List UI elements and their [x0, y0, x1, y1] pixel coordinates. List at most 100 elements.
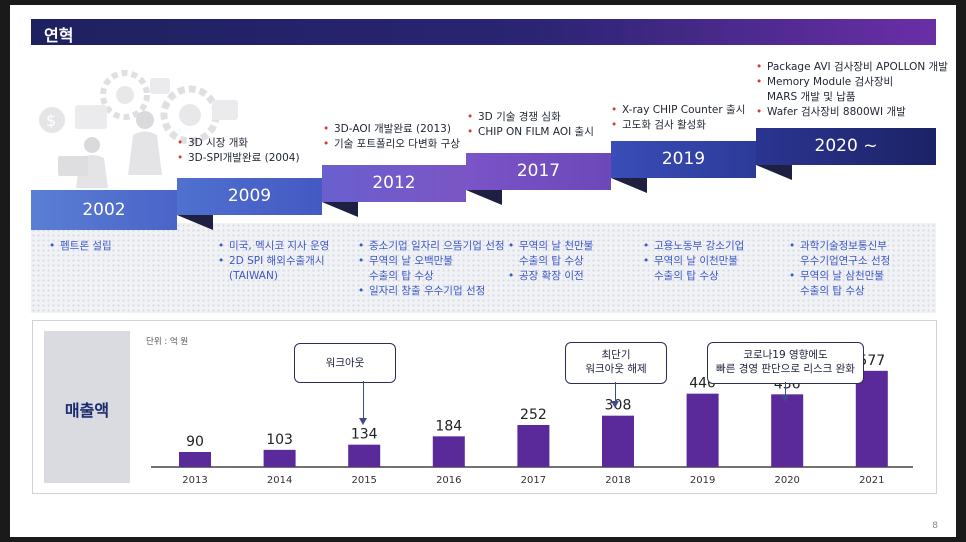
achievement-item: • 미국, 멕시코 지사 운영 — [218, 240, 330, 252]
arrow-down-icon — [781, 395, 789, 402]
step-shadow — [756, 165, 792, 180]
revenue-label-box: 매출액 — [44, 331, 130, 483]
step-year: 2009 — [227, 186, 272, 206]
achievement-item: • 무역의 날 삼천만불 — [789, 270, 884, 282]
step-year: 2002 — [82, 200, 126, 220]
revenue-label: 매출액 — [64, 401, 110, 420]
bar-value-label: 577 — [858, 353, 885, 369]
achievement-item: • 과학기술정보통신부 — [789, 240, 887, 252]
milestone-list: • Package AVI 검사장비 APOLLON 개발 • Memory Mod… — [756, 60, 948, 120]
svg-text:$: $ — [46, 111, 56, 130]
x-tick-label: 2018 — [605, 475, 630, 486]
achievement-item: • 공장 확장 이전 — [508, 270, 584, 282]
x-tick-label: 2013 — [182, 475, 207, 486]
milestone-item: • Package AVI 검사장비 APOLLON 개발 — [756, 61, 948, 73]
timeline-step-2019: 2019 — [611, 141, 756, 178]
achievement-list: • 무역의 날 천만불 수출의 탑 수상 • 공장 확장 이전 — [508, 239, 593, 284]
x-tick-label: 2020 — [774, 475, 799, 486]
step-shadow — [466, 190, 502, 205]
achievement-item: • 무역의 날 오백만불 — [358, 255, 453, 267]
business-illustration-icon: $ — [39, 70, 238, 188]
achievement-item: • 2D SPI 해외수출개시 — [218, 255, 325, 267]
x-tick-label: 2019 — [690, 475, 715, 486]
callout-arrow — [615, 382, 616, 404]
x-tick-label: 2021 — [859, 475, 884, 486]
timeline-step-2012: 2012 — [322, 165, 466, 202]
achievement-item: 수출의 탑 수상 — [800, 285, 865, 297]
milestone-item: • 3D 기술 경쟁 심화 — [467, 111, 561, 123]
achievement-item: • 고용노동부 강소기업 — [643, 240, 745, 252]
bar-value-label: 90 — [186, 434, 204, 450]
achievement-item: 수출의 탑 수상 — [519, 255, 584, 267]
x-tick-label: 2017 — [521, 475, 546, 486]
callout-line: 최단기 — [601, 349, 631, 361]
callout-workout: 워크아웃 — [294, 343, 396, 383]
page-title: 연혁 — [44, 26, 74, 45]
revenue-bar-2020 — [771, 394, 804, 467]
x-tick-label: 2015 — [351, 475, 376, 486]
step-year: 2012 — [372, 173, 416, 193]
milestone-item: • 3D-AOI 개발완료 (2013) — [323, 123, 451, 135]
milestone-list: • 3D 기술 경쟁 심화 • CHIP ON FILM AOI 출시 — [467, 110, 594, 140]
step-year: 2020 ~ — [814, 136, 878, 156]
callout-line: 코로나19 영향에도 — [743, 349, 828, 361]
revenue-chart: 9020131032014134201518420162522017308201… — [151, 353, 913, 486]
arrow-down-icon — [359, 418, 367, 425]
title-bar: 연혁 — [31, 19, 936, 45]
slide: 연혁 $ 2002 2009 2012 2017 2019 2020 — [10, 5, 956, 537]
bar-value-label: 103 — [266, 432, 293, 448]
timeline-step-2017: 2017 — [466, 153, 611, 190]
revenue-bar-2013 — [179, 452, 211, 467]
timeline-background — [31, 223, 936, 313]
milestone-item: • 3D 시장 개화 — [177, 137, 249, 149]
step-shadow — [177, 215, 213, 230]
achievement-item: 우수기업연구소 선정 — [800, 255, 891, 267]
achievement-item: 수출의 탑 수상 — [654, 270, 719, 282]
timeline-step-2020: 2020 ~ — [756, 128, 936, 165]
achievement-list: • 고용노동부 강소기업 • 무역의 날 이천만불 수출의 탑 수상 — [643, 239, 744, 284]
x-tick-label: 2014 — [267, 475, 292, 486]
achievement-item: • 무역의 날 이천만불 — [643, 255, 738, 267]
achievement-list: • 미국, 멕시코 지사 운영 • 2D SPI 해외수출개시 (TAIWAN) — [218, 239, 329, 284]
milestone-list: • 3D 시장 개화 • 3D-SPI개발완료 (2004) — [177, 136, 300, 166]
step-year: 2017 — [516, 161, 561, 181]
arrow-down-icon — [611, 401, 619, 408]
achievement-list: • 펨트론 설립 — [49, 239, 112, 254]
revenue-bar-2015 — [348, 444, 381, 467]
milestone-list: • 3D-AOI 개발완료 (2013) • 기술 포트폴리오 다변화 구상 — [323, 122, 460, 152]
callout-covid: 코로나19 영향에도 빠른 경영 판단으로 리스크 완화 — [707, 342, 864, 384]
bar-value-label: 252 — [520, 407, 547, 423]
achievement-item: 수출의 탑 수상 — [369, 270, 434, 282]
milestone-item: • 기술 포트폴리오 다변화 구상 — [323, 138, 460, 150]
achievement-item: • 무역의 날 천만불 — [508, 240, 594, 252]
milestone-item: • Wafer 검사장비 8800WI 개발 — [756, 106, 906, 118]
callout-line: 워크아웃 — [325, 357, 365, 369]
achievement-item: • 중소기업 일자리 으뜸기업 선정 — [358, 240, 505, 252]
timeline-step-2009: 2009 — [177, 178, 322, 215]
callout-arrow — [363, 381, 364, 421]
step-shadow — [611, 178, 647, 193]
milestone-item: • CHIP ON FILM AOI 출시 — [467, 126, 594, 138]
milestone-item: • X-ray CHIP Counter 출시 — [611, 104, 746, 116]
callout-line: 빠른 경영 판단으로 리스크 완화 — [716, 363, 855, 375]
revenue-bar-2016 — [432, 436, 465, 467]
achievement-list: • 과학기술정보통신부 우수기업연구소 선정 • 무역의 날 삼천만불 수출의 탑 … — [789, 239, 890, 299]
milestone-item: • 고도화 검사 활성화 — [611, 119, 706, 131]
revenue-bar-2014 — [263, 449, 296, 467]
bar-value-label: 184 — [435, 418, 462, 434]
page-number: 8 — [932, 521, 938, 531]
callout-workout-exit: 최단기 워크아웃 해제 — [565, 342, 667, 384]
bar-value-label: 134 — [351, 427, 378, 443]
achievement-list: • 중소기업 일자리 으뜸기업 선정 • 무역의 날 오백만불 수출의 탑 수상 •… — [358, 239, 505, 299]
revenue-bar-2017 — [517, 425, 550, 467]
milestone-list: • X-ray CHIP Counter 출시 • 고도화 검사 활성화 — [611, 103, 745, 133]
revenue-bar-2021 — [855, 370, 888, 467]
unit-label: 단위 : 억 원 — [146, 337, 189, 347]
callout-line: 워크아웃 해제 — [585, 363, 647, 375]
milestone-item: MARS 개발 및 납품 — [767, 91, 856, 103]
x-tick-label: 2016 — [436, 475, 461, 486]
achievement-item: (TAIWAN) — [229, 270, 278, 282]
achievement-item: • 일자리 창출 우수기업 선정 — [358, 285, 486, 297]
callout-arrow — [785, 382, 786, 398]
revenue-bar-2018 — [602, 415, 634, 467]
